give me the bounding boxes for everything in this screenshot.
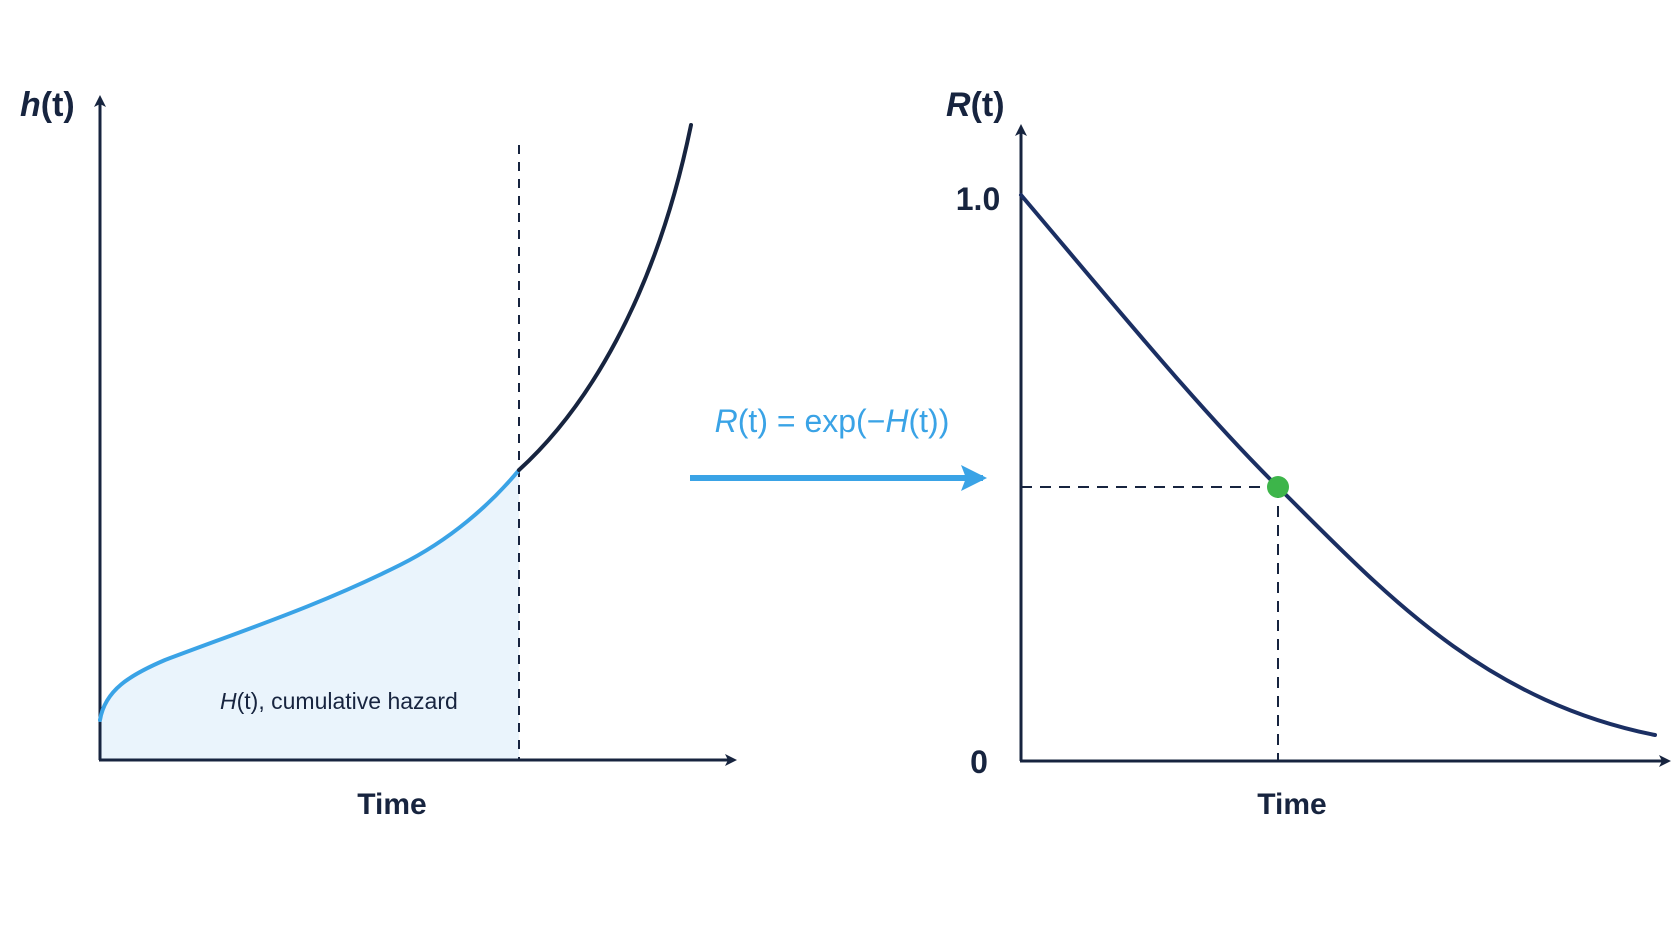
transform-arrow-group: R(t) = exp(−H(t)) xyxy=(690,403,987,491)
hazard-curve-highlight xyxy=(98,468,521,722)
cumulative-hazard-label: H(t), cumulative hazard xyxy=(220,688,458,714)
survival-x-axis-label: Time xyxy=(1257,788,1326,821)
survival-formula: R(t) = exp(−H(t)) xyxy=(715,403,950,439)
survival-marker-point xyxy=(1267,476,1289,498)
survival-y-axis-title-fn: R xyxy=(946,86,971,124)
hazard-x-axis-label: Time xyxy=(357,788,426,821)
survival-formula-rhs-fn: H xyxy=(885,403,909,439)
cumulative-hazard-label-text: (t), cumulative hazard xyxy=(237,688,458,714)
survival-panel: R(t) 1.0 0 Time xyxy=(946,86,1671,821)
cumulative-hazard-label-fn: H xyxy=(220,688,237,714)
cumulative-hazard-area xyxy=(100,470,519,760)
hazard-y-axis-title-arg: (t) xyxy=(41,86,75,124)
hazard-y-axis-title: h(t) xyxy=(20,86,75,124)
hazard-panel: h(t) Time H(t), cumulative hazard xyxy=(20,86,737,821)
survival-curve xyxy=(1019,193,1657,737)
hazard-y-axis-title-fn: h xyxy=(20,86,41,124)
survival-formula-rhs-rest: (t)) xyxy=(908,403,949,439)
hazard-curve xyxy=(517,123,693,472)
survival-y-tick-top: 1.0 xyxy=(956,181,1000,217)
survival-formula-lhs-fn: R xyxy=(715,403,738,439)
survival-y-axis-title-arg: (t) xyxy=(971,86,1005,124)
survival-formula-lhs-rest: (t) = exp(− xyxy=(738,403,886,439)
survival-y-axis-title: R(t) xyxy=(946,86,1005,124)
survival-y-tick-bottom: 0 xyxy=(970,744,988,780)
